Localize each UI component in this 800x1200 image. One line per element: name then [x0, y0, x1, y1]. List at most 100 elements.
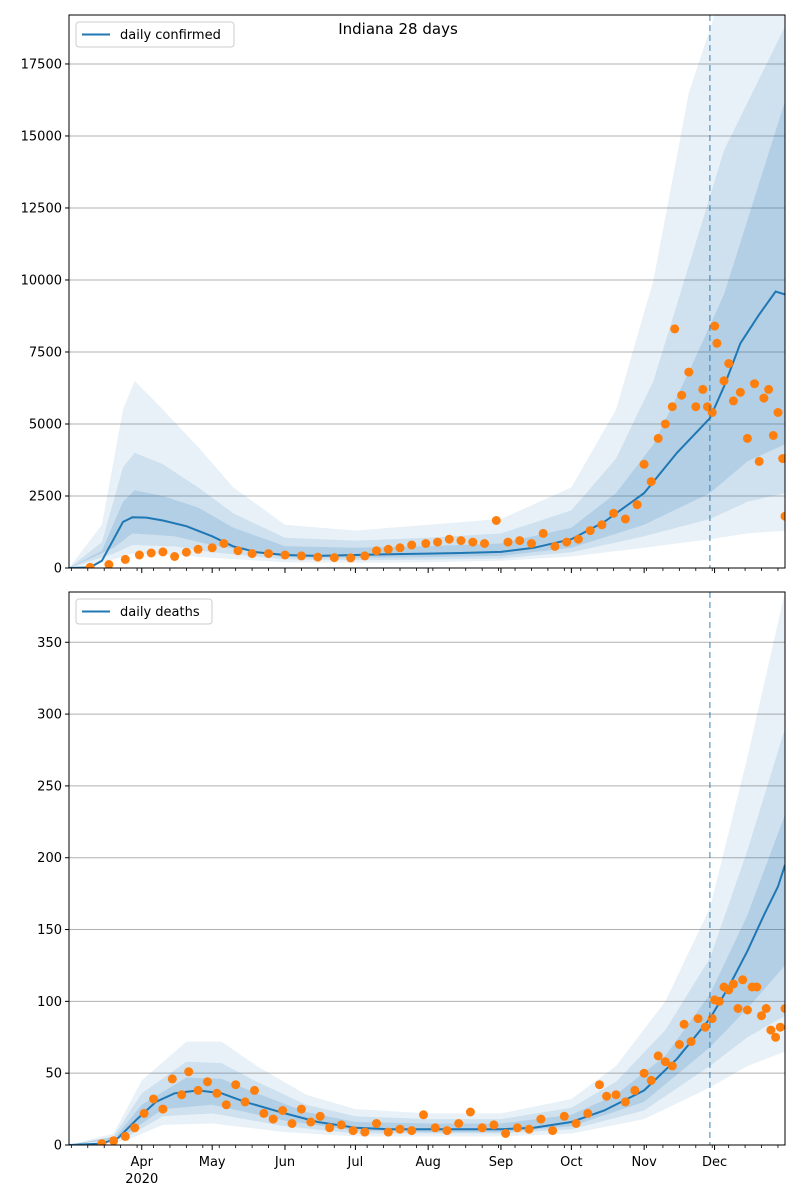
observed-point [742, 1005, 752, 1015]
legend: daily deaths [75, 598, 213, 625]
observed-point [780, 1004, 785, 1013]
observed-point [491, 516, 501, 525]
observed-point [752, 982, 762, 992]
observed-point [97, 1139, 107, 1145]
x-tick-label: Dec [702, 1155, 727, 1170]
y-tick-label: 0 [54, 1139, 62, 1154]
observed-point [766, 1025, 776, 1035]
model-median-line [69, 864, 785, 1145]
observed-point [773, 408, 783, 417]
observed-point [383, 1127, 393, 1137]
observed-point [139, 1108, 149, 1118]
observed-point [184, 1067, 194, 1077]
observed-point [550, 541, 560, 551]
observed-point [660, 419, 670, 429]
observed-point [329, 553, 339, 563]
observed-point [714, 996, 724, 1006]
observed-point [778, 454, 785, 464]
legend-label: daily confirmed [120, 28, 221, 43]
observed-point [221, 1100, 231, 1110]
x-tick-label: Oct [560, 1155, 582, 1170]
observed-point [639, 1068, 649, 1078]
observed-point [430, 1123, 440, 1133]
observed-point [595, 1080, 604, 1090]
observed-point [264, 549, 273, 559]
observed-point [620, 1097, 630, 1107]
observed-point [761, 1004, 771, 1013]
observed-point [660, 1057, 670, 1067]
observed-point [667, 402, 677, 412]
observed-point [158, 1104, 168, 1114]
observed-point [780, 511, 785, 521]
observed-point [735, 387, 745, 397]
observed-point [700, 1022, 710, 1032]
observed-point [670, 324, 680, 334]
observed-point [728, 979, 738, 989]
observed-point [693, 1014, 703, 1024]
observed-point [764, 384, 774, 394]
observed-point [395, 1124, 405, 1134]
observed-point [738, 975, 748, 985]
uncertainty-band [69, 728, 785, 1145]
observed-point [250, 1085, 259, 1095]
observed-point [750, 379, 759, 389]
y-tick-label: 15000 [21, 129, 62, 144]
observed-point [346, 553, 356, 563]
observed-point [296, 1104, 306, 1114]
observed-point [85, 562, 95, 568]
observed-point [240, 1097, 250, 1107]
observed-point [489, 1120, 499, 1130]
observed-point [313, 552, 323, 562]
observed-point [306, 1117, 316, 1127]
observed-point [559, 1111, 569, 1121]
y-tick-label: 100 [37, 995, 62, 1010]
y-tick-label: 200 [37, 851, 62, 866]
observed-point [632, 500, 642, 510]
observed-point [268, 1114, 278, 1124]
observed-point [477, 1123, 487, 1133]
deaths-chart: 0 50 100 150 200 250 300 350 Apr May Jun Jul Aug Sep O… [37, 591, 786, 1187]
observed-point [742, 433, 752, 443]
observed-point [203, 1077, 212, 1087]
observed-point [691, 402, 701, 412]
observed-point [527, 539, 536, 548]
observed-point [207, 543, 217, 553]
x-tick-label: Jul [347, 1155, 364, 1170]
observed-point [395, 543, 405, 553]
observed-point [667, 1061, 677, 1071]
observed-point [757, 1011, 766, 1021]
observed-point [454, 1119, 464, 1128]
observed-point [219, 539, 229, 548]
observed-point [609, 508, 619, 518]
observed-point [407, 1126, 417, 1136]
y-tick-label: 10000 [21, 273, 62, 288]
observed-point [247, 549, 257, 559]
observed-point [193, 1085, 203, 1095]
observed-point [653, 1051, 663, 1061]
observed-point [296, 551, 306, 561]
observed-point [468, 537, 478, 547]
observed-point [611, 1090, 621, 1100]
observed-point [585, 526, 595, 536]
observed-point [456, 536, 466, 546]
observed-point [677, 390, 687, 400]
observed-point [315, 1111, 325, 1121]
observed-point [768, 431, 778, 440]
uncertainty-band [69, 15, 785, 568]
observed-point [583, 1108, 593, 1118]
observed-point [480, 539, 489, 548]
observed-point [421, 539, 431, 548]
observed-point [684, 367, 694, 377]
observed-point [536, 1114, 546, 1124]
observed-point [524, 1124, 534, 1134]
observed-point [512, 1123, 522, 1133]
plot-frame [68, 591, 786, 1146]
observed-point [149, 1094, 158, 1104]
y-tick-label: 150 [37, 923, 62, 938]
y-tick-label: 12500 [21, 201, 62, 216]
observed-point [158, 547, 168, 557]
x-tick-label: May [199, 1155, 226, 1170]
uncertainty-band [69, 592, 785, 1145]
observed-point [348, 1126, 358, 1136]
observed-point [177, 1090, 187, 1100]
